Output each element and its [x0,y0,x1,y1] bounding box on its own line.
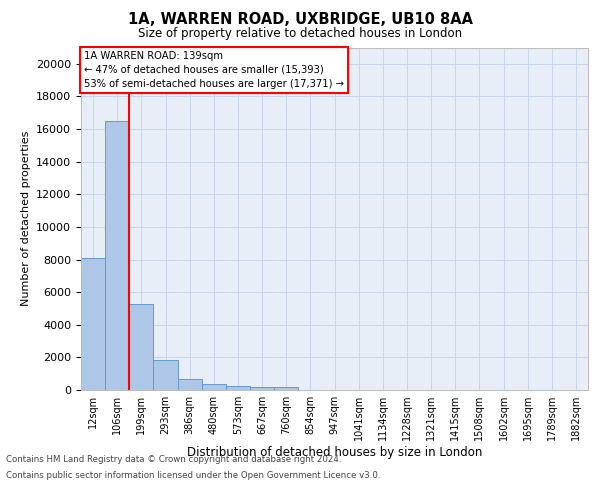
Text: Contains HM Land Registry data © Crown copyright and database right 2024.: Contains HM Land Registry data © Crown c… [6,456,341,464]
Bar [178,378,202,390]
Text: Size of property relative to detached houses in London: Size of property relative to detached ho… [138,28,462,40]
Text: 1A WARREN ROAD: 139sqm
← 47% of detached houses are smaller (15,393)
53% of semi: 1A WARREN ROAD: 139sqm ← 47% of detached… [83,51,344,89]
Bar [250,386,274,390]
Bar [129,304,154,390]
Text: 1A, WARREN ROAD, UXBRIDGE, UB10 8AA: 1A, WARREN ROAD, UXBRIDGE, UB10 8AA [128,12,473,28]
Bar [274,388,298,390]
X-axis label: Distribution of detached houses by size in London: Distribution of detached houses by size … [187,446,482,459]
Bar [202,384,226,390]
Y-axis label: Number of detached properties: Number of detached properties [20,131,31,306]
Bar [105,121,129,390]
Bar [81,258,105,390]
Bar [154,360,178,390]
Bar [226,386,250,390]
Text: Contains public sector information licensed under the Open Government Licence v3: Contains public sector information licen… [6,470,380,480]
